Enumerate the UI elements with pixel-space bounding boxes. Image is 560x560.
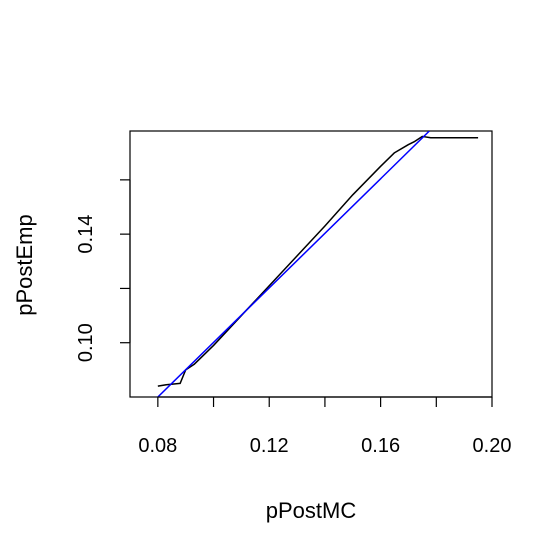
- x-axis: 0.08 0.12 0.16 0.20: [138, 396, 512, 457]
- y-tick-label: 0.10: [75, 323, 97, 362]
- series-layer: [157, 131, 479, 397]
- y-axis-title: pPostEmp: [12, 214, 37, 316]
- y-tick-label: 0.14: [75, 215, 97, 254]
- y-axis: 0.10 0.14: [75, 179, 131, 362]
- series-line-2: [157, 131, 430, 397]
- x-tick-label: 0.16: [361, 435, 400, 457]
- x-tick-label: 0.08: [138, 435, 177, 457]
- x-tick-label: 0.20: [473, 435, 512, 457]
- x-tick-label: 0.12: [250, 435, 289, 457]
- x-axis-title: pPostMC: [266, 498, 357, 523]
- series-line-1: [157, 135, 479, 387]
- plot-area-frame: [129, 130, 493, 398]
